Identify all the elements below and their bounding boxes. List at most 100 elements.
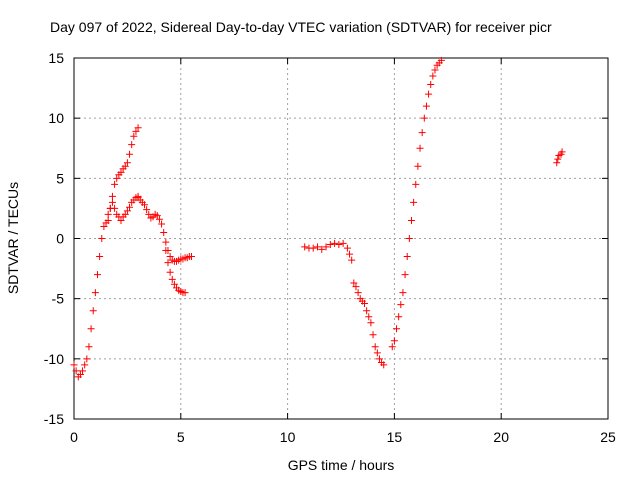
x-tick-label: 5 — [177, 429, 185, 445]
data-point — [437, 56, 445, 64]
y-tick-label: 0 — [56, 231, 64, 247]
data-point — [314, 243, 322, 251]
data-point — [85, 343, 93, 351]
data-point — [401, 271, 409, 279]
data-point — [354, 289, 362, 297]
data-point — [96, 253, 104, 261]
y-tick-label: -5 — [52, 291, 65, 307]
data-points — [70, 56, 566, 381]
data-point — [83, 355, 91, 363]
x-tick-label: 20 — [493, 429, 509, 445]
data-point — [87, 325, 95, 333]
data-point — [93, 271, 101, 279]
data-point — [72, 367, 80, 375]
data-point — [309, 244, 317, 252]
data-point — [160, 228, 168, 236]
series-segment-2 — [301, 239, 356, 264]
y-tick-label: 15 — [48, 50, 64, 66]
data-point — [164, 259, 172, 267]
data-point — [301, 243, 309, 251]
data-point — [91, 289, 99, 297]
data-point — [166, 253, 174, 261]
data-point — [166, 268, 174, 276]
data-point — [422, 102, 430, 110]
y-axis-label: SDTVAR / TECUs — [5, 182, 21, 294]
series-segment-1-upper — [104, 124, 142, 224]
data-point — [76, 370, 84, 378]
data-point — [369, 331, 377, 339]
data-point — [403, 253, 411, 261]
data-point — [106, 204, 114, 212]
data-point — [318, 245, 326, 253]
data-point — [70, 361, 78, 369]
y-tick-label: 5 — [56, 170, 64, 186]
x-tick-label: 25 — [600, 429, 616, 445]
data-point — [140, 201, 148, 209]
data-point — [558, 148, 566, 156]
data-point — [399, 289, 407, 297]
data-point — [162, 247, 170, 255]
data-point — [343, 244, 351, 252]
data-point — [350, 279, 358, 287]
data-point — [79, 367, 87, 375]
data-point — [168, 275, 176, 283]
data-point — [348, 256, 356, 264]
series-segment-1-decay — [134, 194, 195, 265]
data-point — [405, 235, 413, 242]
data-point — [170, 280, 178, 288]
data-point — [367, 319, 375, 327]
data-point — [123, 207, 131, 215]
data-point — [375, 355, 383, 363]
data-point — [145, 210, 153, 218]
data-point — [322, 243, 330, 251]
data-point — [158, 220, 166, 228]
data-point — [104, 210, 112, 218]
x-tick-label: 15 — [387, 429, 403, 445]
data-point — [393, 325, 401, 333]
data-point — [126, 203, 134, 211]
data-point — [181, 289, 189, 297]
data-point — [162, 238, 170, 246]
data-point — [111, 180, 119, 188]
data-point — [397, 301, 405, 309]
data-point — [346, 250, 354, 258]
data-point — [365, 313, 373, 321]
data-point — [117, 168, 125, 176]
data-point — [429, 72, 437, 80]
data-point — [155, 215, 163, 223]
data-point — [407, 216, 415, 224]
data-point — [89, 307, 97, 315]
data-point — [427, 80, 435, 88]
data-point — [553, 159, 561, 167]
data-point — [134, 124, 142, 132]
y-tick-label: -10 — [44, 351, 64, 367]
data-point — [113, 174, 121, 182]
data-point — [121, 210, 129, 218]
data-point — [418, 129, 426, 137]
data-point — [108, 192, 116, 200]
data-point — [153, 212, 161, 220]
chart-title: Day 097 of 2022, Sidereal Day-to-day VTE… — [50, 19, 552, 35]
data-point — [126, 150, 134, 158]
data-point — [104, 216, 112, 224]
data-point — [390, 337, 398, 345]
series-segment-4 — [388, 56, 445, 351]
data-point — [326, 241, 334, 249]
data-point — [371, 343, 379, 351]
data-point — [554, 155, 562, 163]
x-axis-label: GPS time / hours — [288, 457, 395, 473]
data-point — [431, 66, 439, 74]
y-tick-label: 10 — [48, 110, 64, 126]
data-point — [100, 222, 108, 230]
grid — [74, 58, 608, 419]
data-point — [425, 90, 433, 98]
data-point — [143, 206, 151, 214]
data-point — [352, 283, 360, 291]
data-point — [121, 162, 129, 170]
data-point — [395, 313, 403, 321]
data-point — [420, 114, 428, 122]
series-segment-5 — [553, 148, 566, 167]
data-point — [339, 239, 347, 247]
data-point — [128, 141, 136, 149]
data-point — [117, 216, 125, 224]
